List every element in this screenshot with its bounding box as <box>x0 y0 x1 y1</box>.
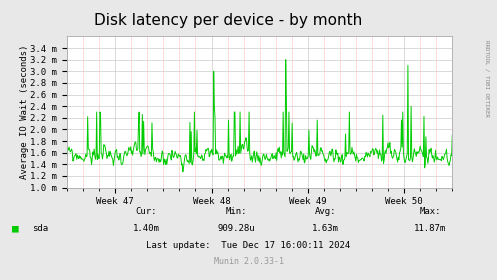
Text: 11.87m: 11.87m <box>414 224 446 233</box>
Text: Min:: Min: <box>225 207 247 216</box>
Text: ■: ■ <box>12 223 19 233</box>
Text: Last update:  Tue Dec 17 16:00:11 2024: Last update: Tue Dec 17 16:00:11 2024 <box>147 241 350 249</box>
Text: Disk latency per device - by month: Disk latency per device - by month <box>94 13 363 28</box>
Text: 1.63m: 1.63m <box>312 224 339 233</box>
Text: Max:: Max: <box>419 207 441 216</box>
Text: Munin 2.0.33-1: Munin 2.0.33-1 <box>214 257 283 266</box>
Y-axis label: Average IO Wait (seconds): Average IO Wait (seconds) <box>20 45 29 179</box>
Text: 1.40m: 1.40m <box>133 224 160 233</box>
Text: 909.28u: 909.28u <box>217 224 255 233</box>
Text: Avg:: Avg: <box>315 207 336 216</box>
Text: sda: sda <box>32 224 48 233</box>
Text: RRDTOOL / TOBI OETIKER: RRDTOOL / TOBI OETIKER <box>485 40 490 117</box>
Text: Cur:: Cur: <box>136 207 158 216</box>
